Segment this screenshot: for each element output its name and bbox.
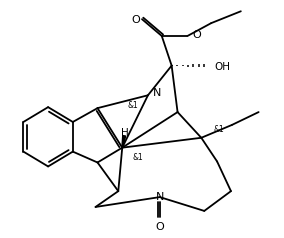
Text: N: N [156, 192, 164, 202]
Text: &1: &1 [127, 101, 138, 110]
Text: OH: OH [214, 62, 230, 72]
Text: O: O [132, 15, 141, 25]
Text: O: O [155, 222, 164, 232]
Text: H: H [121, 128, 129, 138]
Text: N: N [153, 88, 161, 98]
Text: &1: &1 [132, 153, 143, 162]
Polygon shape [122, 136, 126, 148]
Text: O: O [192, 30, 201, 40]
Text: &1: &1 [213, 125, 224, 134]
